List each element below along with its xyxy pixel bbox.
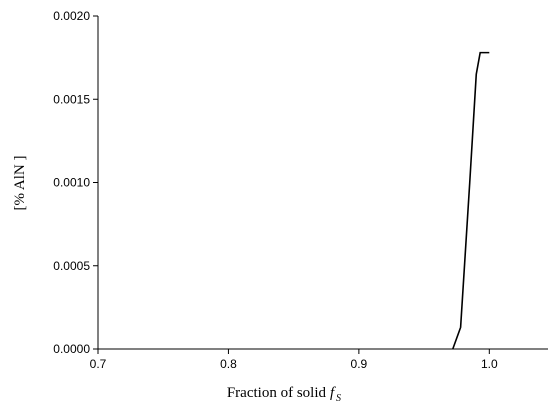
- x-axis-symbol: f: [330, 385, 336, 401]
- x-tick-label: 1.0: [481, 357, 498, 371]
- y-tick-label: 0.0000: [53, 342, 90, 356]
- x-tick-label: 0.9: [351, 357, 368, 371]
- x-tick-label: 0.8: [220, 357, 237, 371]
- y-axis-label: [% AlN ]: [12, 156, 28, 211]
- y-tick-label: 0.0020: [53, 9, 90, 23]
- y-tick-label: 0.0005: [53, 259, 90, 273]
- data-line: [452, 51, 490, 350]
- x-tick-label: 0.7: [90, 357, 107, 371]
- y-tick-label: 0.0015: [53, 92, 90, 106]
- x-axis-subscript: S: [336, 393, 341, 404]
- y-tick-label: 0.0010: [53, 176, 90, 190]
- x-axis-label: Fraction of solid: [227, 385, 327, 401]
